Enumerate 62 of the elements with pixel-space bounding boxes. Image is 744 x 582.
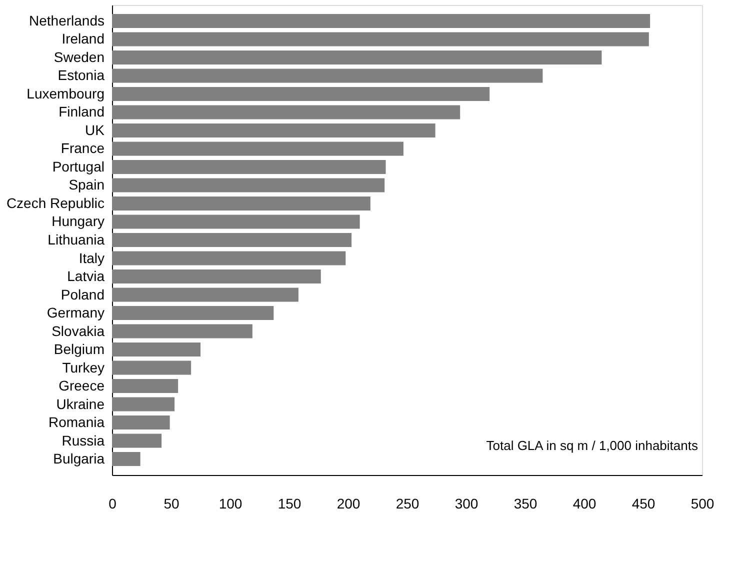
x-tick-label: 0 bbox=[108, 496, 117, 512]
bar bbox=[112, 324, 252, 338]
y-tick-label: Netherlands bbox=[29, 12, 104, 28]
bar bbox=[112, 214, 360, 229]
x-tick-label: 300 bbox=[454, 496, 478, 512]
y-tick-label: Poland bbox=[60, 286, 104, 302]
y-tick-label: Hungary bbox=[52, 213, 104, 230]
bar bbox=[112, 196, 370, 210]
bar bbox=[112, 68, 543, 83]
y-tick-label: Luxembourg bbox=[26, 85, 104, 102]
y-tick-label: Ireland bbox=[62, 30, 104, 47]
x-tick-label: 50 bbox=[164, 496, 180, 512]
y-tick-label: Finland bbox=[58, 104, 104, 120]
y-tick-label: Lithuania bbox=[48, 232, 105, 248]
bar bbox=[112, 452, 140, 466]
bar bbox=[112, 270, 321, 284]
y-tick-label: Belgium bbox=[54, 341, 104, 358]
x-tick-label: 400 bbox=[572, 496, 596, 512]
y-tick-label: Slovakia bbox=[52, 322, 105, 339]
bar bbox=[112, 32, 649, 46]
bar bbox=[112, 86, 490, 101]
bar bbox=[112, 360, 192, 375]
annotation: Total GLA in sq m / 1,000 inhabitants bbox=[486, 438, 698, 453]
x-tick-label: 350 bbox=[514, 496, 538, 512]
y-tick-label: Russia bbox=[62, 432, 105, 448]
x-tick-label: 450 bbox=[632, 496, 656, 512]
bar bbox=[112, 288, 298, 302]
bar bbox=[112, 160, 386, 174]
bar bbox=[112, 306, 274, 320]
bar bbox=[112, 142, 404, 156]
bar bbox=[112, 233, 352, 247]
bar bbox=[112, 342, 200, 357]
bar bbox=[112, 379, 178, 394]
x-tick-label: 250 bbox=[396, 496, 420, 512]
y-tick-label: Italy bbox=[78, 250, 104, 266]
bar bbox=[112, 434, 162, 448]
x-tick-label: 100 bbox=[218, 496, 242, 512]
x-tick-label: 500 bbox=[690, 496, 714, 512]
y-tick-label: Germany bbox=[46, 304, 104, 321]
y-tick-label: Romania bbox=[48, 414, 105, 430]
y-tick-label: Czech Republic bbox=[6, 194, 104, 211]
y-tick-label: Bulgaria bbox=[53, 450, 105, 467]
y-tick-label: Greece bbox=[58, 378, 105, 394]
y-tick-label: Portugal bbox=[52, 158, 104, 174]
y-tick-label: Spain bbox=[68, 176, 104, 193]
y-tick-label: Turkey bbox=[62, 359, 104, 376]
bar bbox=[112, 105, 460, 120]
y-tick-label: Ukraine bbox=[56, 396, 105, 412]
bar bbox=[112, 50, 602, 64]
bar bbox=[112, 397, 175, 412]
bar bbox=[112, 14, 650, 28]
x-tick-label: 200 bbox=[336, 496, 360, 512]
y-tick-label: France bbox=[60, 140, 105, 156]
bar bbox=[112, 251, 346, 266]
bar bbox=[112, 416, 170, 430]
bar bbox=[112, 178, 385, 192]
y-tick-label: Sweden bbox=[54, 48, 104, 65]
y-tick-label: Estonia bbox=[58, 67, 105, 84]
y-tick-label: UK bbox=[85, 122, 106, 138]
y-tick-label: Latvia bbox=[67, 268, 105, 284]
x-tick-label: 150 bbox=[278, 496, 302, 512]
bar bbox=[112, 123, 436, 138]
